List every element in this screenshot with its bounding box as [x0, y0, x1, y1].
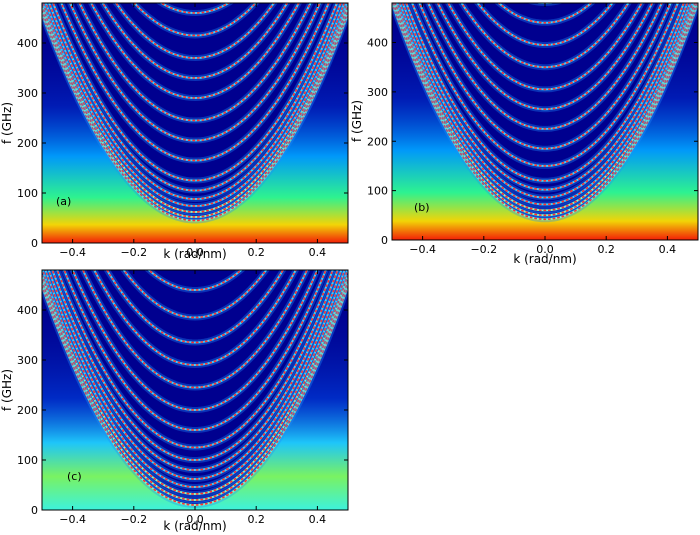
branch-line	[122, 270, 268, 319]
analytic-dotted-curve	[159, 3, 231, 14]
analytic-dotted-curve	[398, 3, 692, 199]
analytic-dotted-curve	[101, 3, 289, 79]
analytic-dotted-curve	[392, 3, 698, 217]
analytic-dotted-curve	[427, 3, 663, 130]
branch-line	[42, 285, 348, 507]
y-axis-label-a: f (GHz)	[0, 102, 14, 144]
x-axis-label-c: k (rad/nm)	[163, 519, 226, 533]
y-tick-label: 300	[17, 87, 38, 100]
branch-line	[42, 270, 348, 489]
analytic-dotted-curve	[52, 3, 338, 182]
analytic-dotted-curve	[418, 3, 672, 150]
y-tick-label: 200	[17, 404, 38, 417]
branch-line	[42, 280, 348, 502]
x-tick-label: −0.2	[470, 243, 497, 256]
analytic-dotted-curve	[405, 3, 685, 182]
x-tick-label: 0.4	[659, 243, 677, 256]
analytic-dotted-curve	[45, 3, 345, 200]
analytic-dotted-curve	[42, 3, 348, 207]
plot-area-b	[392, 3, 698, 240]
analytic-dotted-curve	[78, 3, 312, 122]
analytic-dotted-curve	[396, 3, 694, 206]
y-tick-label: 0	[31, 237, 38, 250]
analytic-dotted-curve	[476, 3, 614, 46]
analytic-dotted-curve	[133, 3, 257, 37]
x-tick-label: 0.2	[597, 243, 615, 256]
y-tick-label: 300	[367, 86, 388, 99]
plot-area-a	[42, 3, 348, 243]
analytic-dotted-curve	[42, 9, 348, 218]
analytic-dotted-curve	[48, 3, 342, 192]
panel-label-b: (b)	[414, 201, 430, 214]
branch-line	[71, 270, 319, 412]
x-tick-label: 0.0	[536, 243, 554, 256]
analytic-dotted-curve	[401, 3, 689, 191]
branch-line	[81, 270, 309, 389]
panel-b: −0.4 −0.2 0.0 0.2 0.4 0 100 200 300 400 (b) k (ra…	[350, 2, 699, 266]
branch-line	[51, 270, 339, 462]
x-tick-label: −0.2	[120, 513, 147, 526]
y-tick-label: 400	[367, 37, 388, 50]
analytic-dotted-curve	[392, 3, 698, 221]
x-tick-label: 0.0	[186, 246, 204, 259]
y-axis-label-b: f (GHz)	[350, 100, 364, 142]
panel-label-a: (a)	[56, 195, 71, 208]
x-tick-label: 0.4	[309, 246, 327, 259]
y-tick-label: 300	[17, 354, 38, 367]
x-axis-label-a: k (rad/nm)	[163, 247, 226, 261]
continuum-band	[42, 14, 348, 243]
axes-a: −0.4 −0.2 0.0 0.2 0.4 0 100 200 300 400	[17, 3, 348, 259]
x-axis-label-b: k (rad/nm)	[513, 252, 576, 266]
x-tick-label: 0.2	[247, 246, 265, 259]
analytic-dotted-curve	[60, 3, 330, 162]
analytic-dotted-curve	[42, 4, 348, 213]
x-tick-label: −0.4	[409, 243, 436, 256]
y-tick-label: 400	[17, 304, 38, 317]
x-tick-label: 0.0	[186, 513, 204, 526]
branch-line	[63, 270, 327, 432]
analytic-dotted-curve	[447, 3, 643, 91]
analytic-dotted-curve	[69, 3, 321, 142]
branch-line	[93, 270, 297, 367]
x-tick-label: 0.2	[247, 513, 265, 526]
axes-c: −0.4 −0.2 0.0 0.2 0.4 0 100 200 300 400	[17, 270, 348, 526]
analytic-dotted-curve	[411, 3, 679, 167]
panel-a: −0.4 −0.2 0.0 0.2 0.4 0 100 200 300 400 (a) k (ra…	[0, 2, 349, 261]
y-axis-label-c: f (GHz)	[0, 369, 14, 411]
y-tick-label: 100	[17, 454, 38, 467]
y-tick-label: 200	[367, 135, 388, 148]
branch-line	[56, 270, 334, 449]
branch-line	[147, 270, 243, 292]
analytic-dotted-curve	[90, 3, 300, 99]
branch-line	[105, 270, 285, 344]
y-tick-label: 200	[17, 137, 38, 150]
panel-c: −0.4 −0.2 0.0 0.2 0.4 0 100 200 300 400 (c) k (ra…	[0, 269, 349, 533]
panel-label-c: (c)	[67, 470, 82, 483]
x-tick-label: 0.4	[309, 513, 327, 526]
analytic-dotted-curve	[114, 3, 276, 59]
y-tick-label: 100	[367, 185, 388, 198]
x-tick-label: −0.2	[120, 246, 147, 259]
branch-line	[42, 274, 348, 496]
y-tick-label: 100	[17, 187, 38, 200]
plot-area-c	[42, 270, 348, 510]
y-tick-label: 400	[17, 37, 38, 50]
branch-line	[44, 270, 346, 481]
y-tick-label: 0	[381, 234, 388, 247]
analytic-dotted-curve	[42, 13, 348, 222]
continuum-band	[42, 286, 348, 510]
y-tick-label: 0	[31, 504, 38, 517]
analytic-dotted-curve	[497, 3, 593, 24]
axes-b: −0.4 −0.2 0.0 0.2 0.4 0 100 200 300 400	[367, 3, 698, 256]
continuum-band	[392, 3, 698, 240]
analytic-dotted-curve	[394, 3, 696, 212]
analytic-dotted-curve	[436, 3, 654, 111]
x-tick-label: −0.4	[59, 513, 86, 526]
x-tick-label: −0.4	[59, 246, 86, 259]
branch-line	[47, 270, 343, 472]
analytic-dotted-curve	[460, 3, 630, 69]
